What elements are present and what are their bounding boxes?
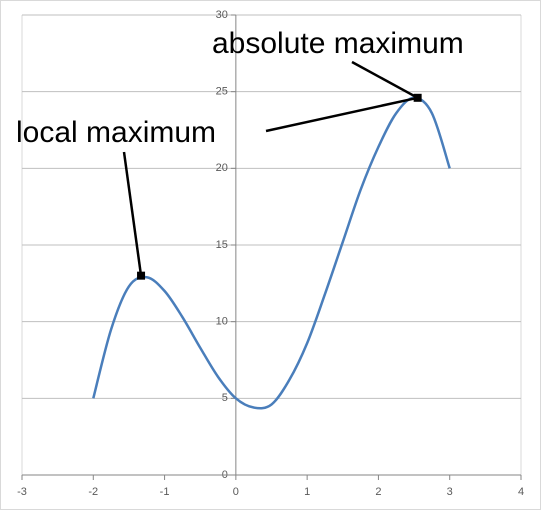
annotation-leader [122,151,143,276]
x-tick-label: 3 [447,486,453,498]
annotation-leader [265,96,418,133]
x-tick-label: 4 [518,486,524,498]
annotation-text: absolute maximum [212,27,464,60]
x-tick-label: 1 [304,486,310,498]
y-tick-label: 25 [216,86,228,98]
y-tick-label: 20 [216,162,228,174]
annotation-leader [351,60,419,99]
y-tick-label: 5 [222,392,228,404]
x-tick-label: -1 [160,486,170,498]
y-tick-label: 15 [216,239,228,251]
x-tick-label: 0 [233,486,239,498]
annotation-text: local maximum [16,116,216,149]
annotation-point [137,271,146,280]
x-tick-label: 2 [375,486,381,498]
annotation-point [413,93,422,102]
x-tick-label: -3 [17,486,27,498]
y-tick-label: 10 [216,316,228,328]
y-tick-label: 30 [216,9,228,21]
x-tick-label: -2 [88,486,98,498]
series-line [92,96,451,410]
